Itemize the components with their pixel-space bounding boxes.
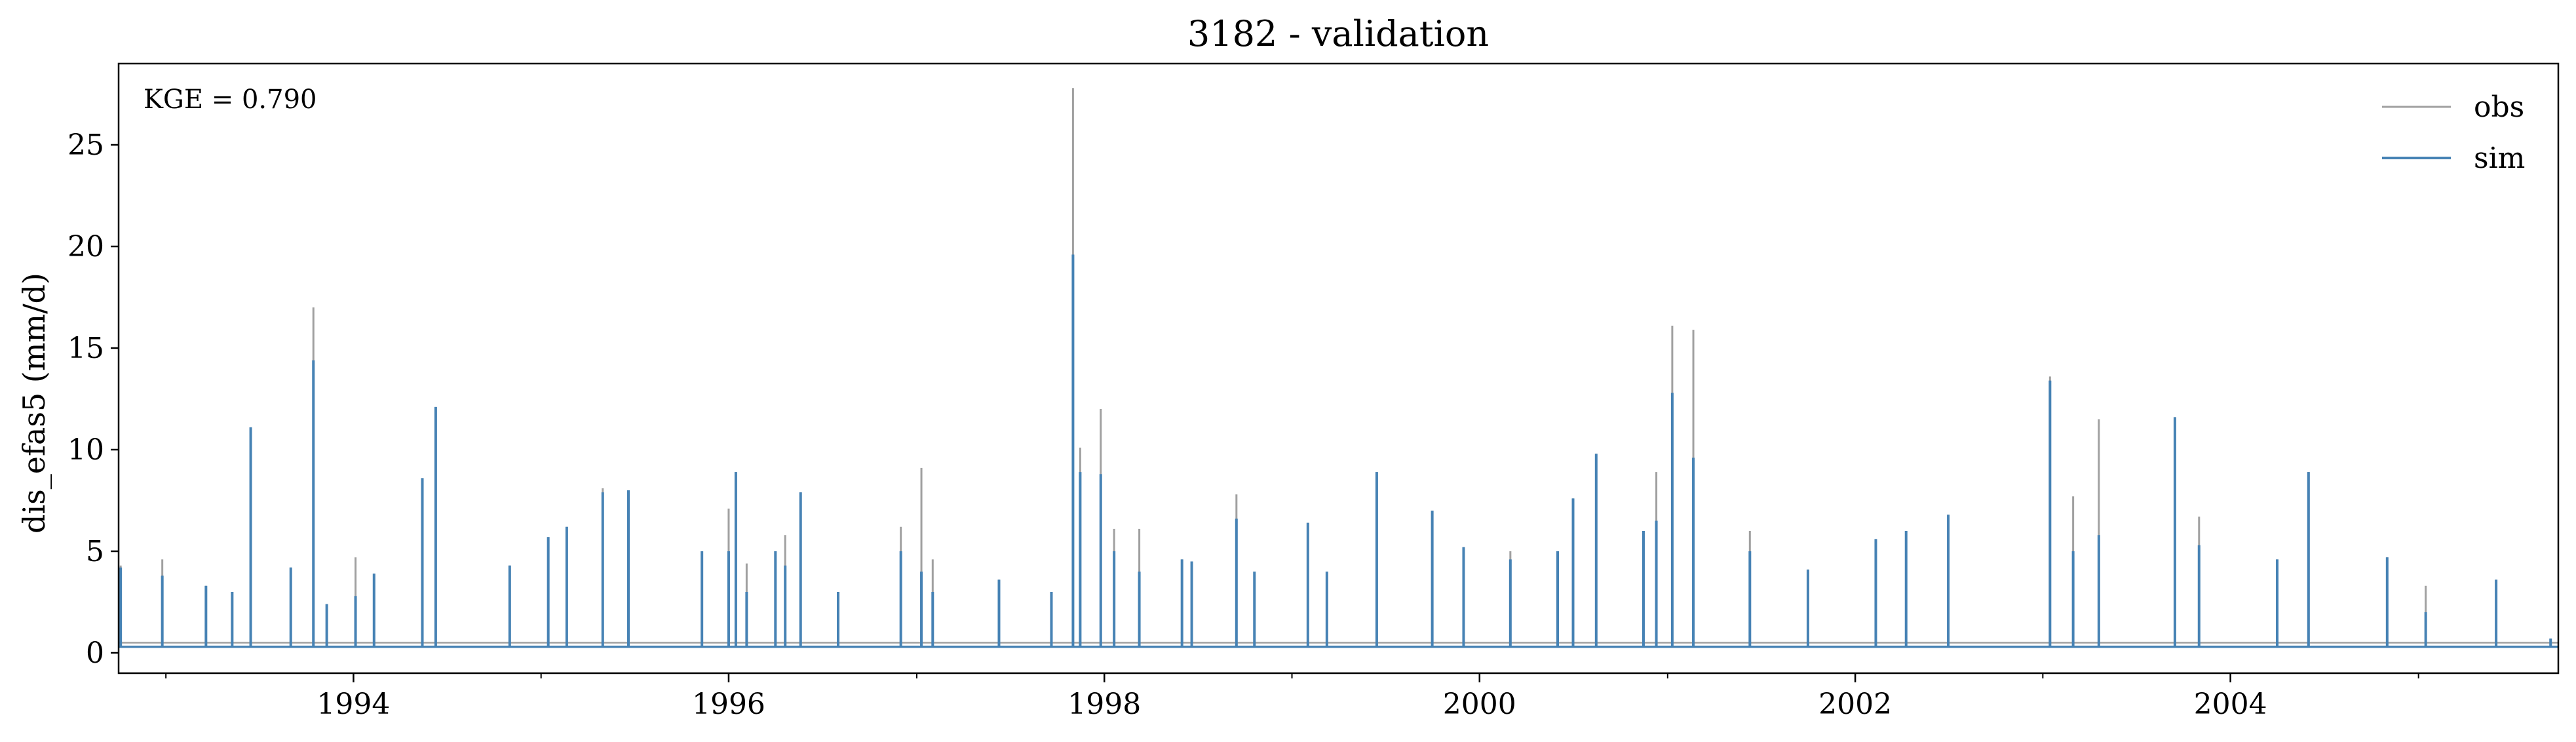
y-axis-label: dis_efas5 (mm/d): [16, 273, 52, 534]
y-axis-ticks: 0 5 10 15 20 25: [67, 128, 119, 670]
y-tick-label: 10: [67, 433, 104, 467]
plot-frame: [117, 62, 2560, 674]
x-tick-label: 2004: [2194, 688, 2267, 721]
x-tick-label: 2002: [1818, 688, 1892, 721]
plot-area: [119, 88, 2558, 648]
y-tick-label: 0: [86, 636, 104, 670]
kge-annotation: KGE = 0.790: [144, 85, 317, 115]
sim-series: [119, 254, 2558, 648]
y-tick-label: 5: [86, 535, 104, 568]
x-tick-label: 1994: [317, 688, 390, 721]
legend-sim-label: sim: [2474, 142, 2525, 175]
y-tick-label: 25: [67, 128, 104, 162]
chart-title: 3182 - validation: [1187, 13, 1489, 54]
x-tick-label: 1998: [1067, 688, 1141, 721]
x-tick-label: 1996: [692, 688, 765, 721]
x-tick-label: 2000: [1443, 688, 1516, 721]
legend-obs-label: obs: [2474, 90, 2524, 124]
y-tick-label: 20: [67, 230, 104, 264]
x-axis-ticks: 1994 1996 1998 2000 2002 2004: [165, 673, 2419, 721]
legend: obs sim: [2382, 90, 2525, 175]
obs-series: [119, 88, 2558, 644]
y-tick-label: 15: [67, 332, 104, 365]
